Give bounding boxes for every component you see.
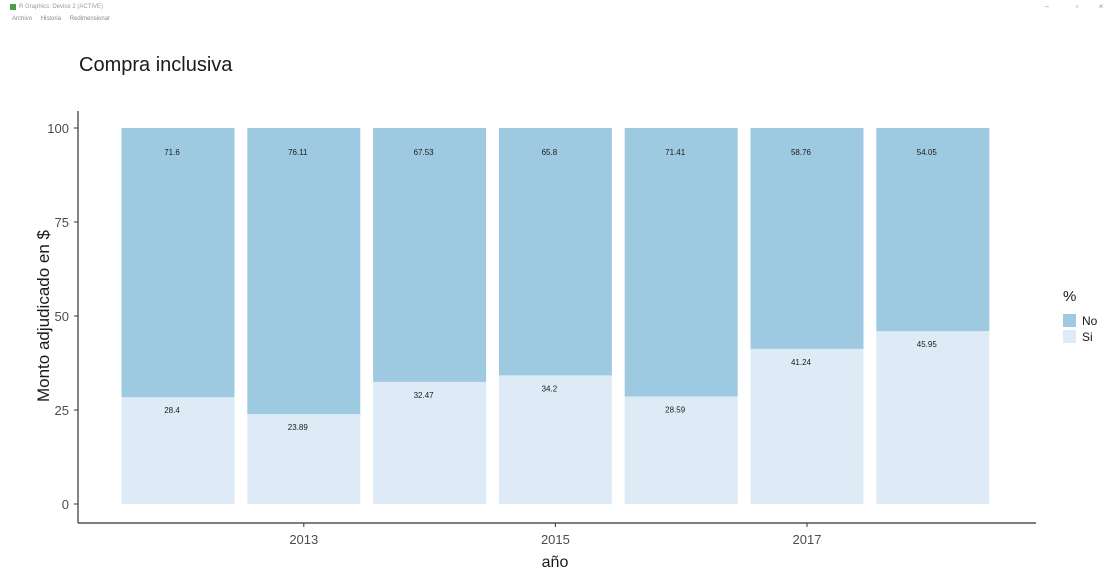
data-label-no-2018: 54.05	[917, 148, 938, 157]
bar-si-2014	[373, 381, 487, 504]
bar-si-2016	[624, 396, 738, 504]
legend: % No Si	[1063, 288, 1098, 344]
menu-archivo[interactable]: Archivo	[12, 16, 33, 22]
data-label-si-2015: 34.2	[542, 384, 558, 393]
data-label-no-2013: 76.11	[288, 148, 308, 157]
bar-si-2017	[750, 348, 864, 504]
menu-historia[interactable]: Historia	[40, 16, 62, 22]
data-label-no-2017: 58.76	[791, 148, 812, 157]
bar-no-2017	[750, 128, 864, 349]
window-title: R Graphics: Device 2 (ACTIVE)	[19, 4, 104, 10]
bar-no-2014	[373, 128, 487, 382]
data-label-no-2016: 71.41	[665, 148, 686, 157]
y-axis-ticks: 0 25 50 75 100	[47, 121, 78, 512]
bar-no-2012	[121, 128, 235, 398]
bar-no-2013	[247, 128, 361, 415]
r-app-icon	[10, 4, 16, 10]
y-tick-label: 50	[55, 309, 69, 324]
data-labels-layer: 28.4 71.6 23.89 76.11 32.47 67.53 34.2 65.8 28.5…	[164, 148, 937, 432]
x-axis-ticks: 2013 2015 2017	[289, 523, 821, 547]
bar-si-2018	[876, 331, 990, 504]
data-label-si-2018: 45.95	[917, 340, 938, 349]
y-axis-title: Monto adjudicado en $	[34, 229, 53, 402]
legend-swatch-no	[1063, 314, 1076, 327]
x-tick-label: 2013	[289, 532, 318, 547]
bar-no-2015	[498, 128, 612, 376]
x-tick-label: 2017	[793, 532, 822, 547]
data-label-si-2017: 41.24	[791, 358, 812, 367]
legend-label-no: No	[1082, 314, 1098, 328]
maximize-button[interactable]: ▫	[1075, 2, 1079, 11]
minimize-button[interactable]: –	[1044, 2, 1050, 11]
menubar: Archivo Historia Redimensionar	[12, 13, 117, 25]
legend-swatch-si	[1063, 330, 1076, 343]
legend-title: %	[1063, 288, 1076, 305]
data-label-si-2012: 28.4	[164, 406, 180, 415]
x-axis-title: año	[542, 554, 569, 569]
data-label-si-2013: 23.89	[288, 423, 309, 432]
data-label-si-2014: 32.47	[414, 391, 435, 400]
bar-si-2013	[247, 414, 361, 504]
bar-no-2016	[624, 128, 738, 397]
menu-redimensionar[interactable]: Redimensionar	[69, 16, 111, 22]
y-tick-label: 100	[47, 121, 69, 136]
y-tick-label: 75	[55, 215, 69, 230]
x-tick-label: 2015	[541, 532, 570, 547]
y-tick-label: 25	[55, 403, 69, 418]
bar-si-2012	[121, 397, 235, 504]
data-label-si-2016: 28.59	[665, 406, 686, 415]
window-titlebar: R Graphics: Device 2 (ACTIVE) – ▫ ×	[0, 0, 1109, 14]
bars-layer	[121, 128, 990, 504]
bar-no-2018	[876, 128, 990, 332]
chart-title: Compra inclusiva	[79, 54, 233, 76]
y-tick-label: 0	[62, 497, 69, 512]
data-label-no-2015: 65.8	[542, 148, 558, 157]
data-label-no-2014: 67.53	[414, 148, 435, 157]
bar-si-2015	[498, 375, 612, 504]
data-label-no-2012: 71.6	[164, 148, 180, 157]
close-button[interactable]: ×	[1098, 2, 1104, 11]
legend-label-si: Si	[1082, 330, 1093, 344]
